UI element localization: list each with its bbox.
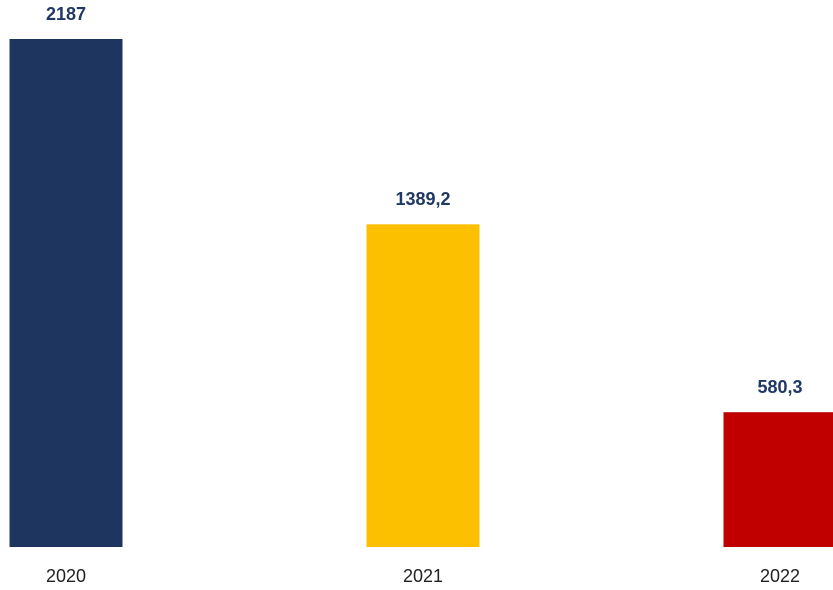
x-tick-label: 2021 (403, 566, 443, 586)
x-tick-label: 2022 (760, 566, 800, 586)
value-label: 2187 (46, 4, 86, 24)
bar (9, 39, 123, 547)
x-tick-label: 2020 (46, 566, 86, 586)
value-label: 580,3 (757, 377, 802, 397)
bar (723, 412, 833, 547)
value-label: 1389,2 (395, 189, 450, 209)
bar (366, 224, 480, 547)
